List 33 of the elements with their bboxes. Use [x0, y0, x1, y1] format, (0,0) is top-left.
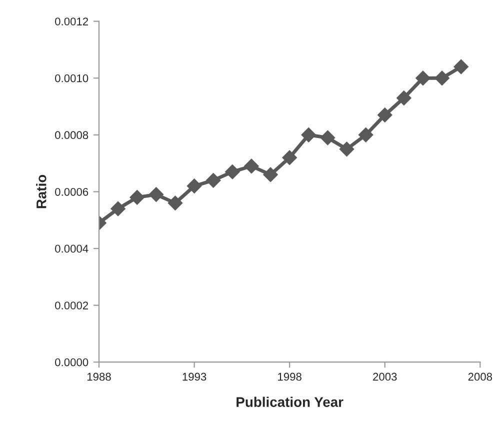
- y-tick-label: 0.0010: [55, 74, 88, 82]
- point: [263, 167, 278, 182]
- point: [358, 128, 374, 142]
- point: [301, 128, 316, 142]
- x-tick-label: 1998: [278, 372, 302, 381]
- point: [206, 172, 221, 188]
- y-tick-label: 0.0012: [55, 18, 88, 26]
- x-tick-label: 2003: [373, 372, 397, 381]
- point: [225, 164, 240, 180]
- y-tick-label: 0.0008: [55, 131, 88, 140]
- point: [130, 190, 145, 205]
- point: [434, 70, 450, 86]
- y-tick-label: 0.0000: [55, 358, 88, 366]
- point: [168, 196, 183, 210]
- point: [377, 108, 392, 122]
- point: [396, 90, 412, 106]
- y-tick-label: 0.0004: [55, 244, 88, 253]
- point: [148, 187, 164, 202]
- x-tick-label: 1988: [87, 372, 111, 381]
- point: [416, 70, 430, 86]
- x-tick-label: 1993: [182, 372, 206, 381]
- point: [186, 178, 202, 194]
- point: [454, 59, 468, 74]
- x-axis-title: Publication Year: [236, 396, 344, 407]
- point: [244, 158, 259, 174]
- y-tick-label: 0.0006: [55, 188, 88, 196]
- y-tick-label: 0.0002: [55, 302, 88, 310]
- point: [320, 130, 336, 146]
- point: [282, 150, 297, 166]
- x-tick-label: 2008: [468, 372, 492, 381]
- y-axis-title: Ratio: [36, 174, 46, 208]
- point: [339, 142, 354, 156]
- point: [110, 201, 126, 216]
